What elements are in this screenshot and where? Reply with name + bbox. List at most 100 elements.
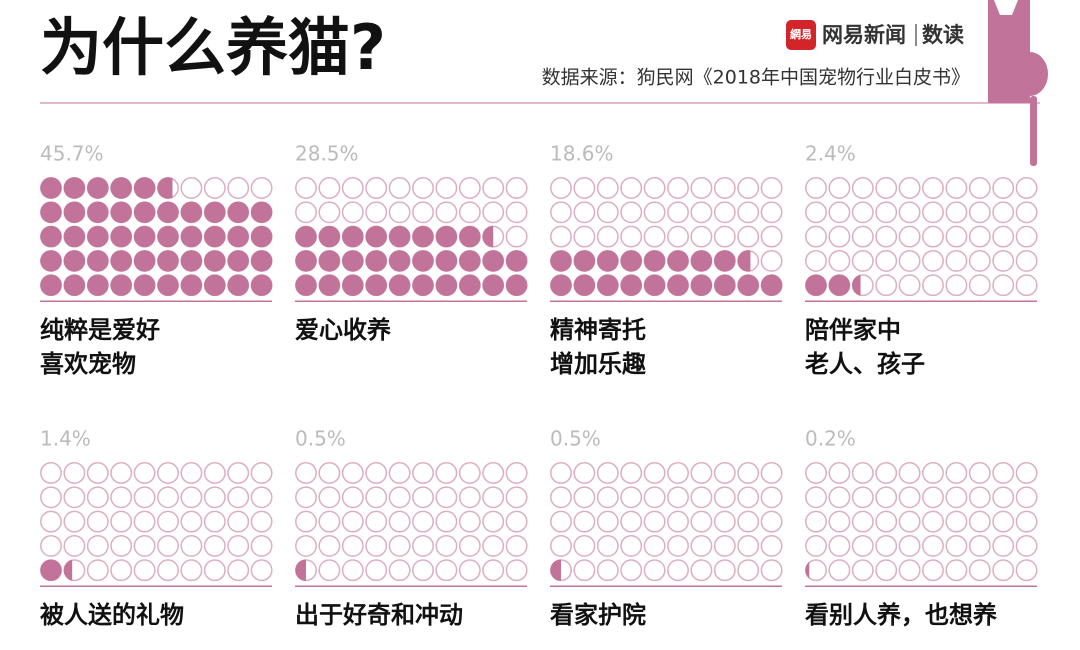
waffle-cell [365,486,388,509]
waffle-cell [157,510,179,533]
waffle-fill [110,201,132,223]
waffle-cell [945,225,968,248]
waffle-cell [805,201,827,224]
waffle-cell [63,510,86,533]
waffle-cell [828,249,851,272]
waffle-cell [1015,177,1038,199]
waffle-fill [133,274,156,296]
waffle-fill [204,250,226,272]
waffle-cell [922,274,944,297]
waffle-cell [341,510,364,533]
waffle-fill [482,274,504,296]
waffle-cell [250,462,273,484]
waffle-fill [133,225,156,248]
waffle-cell [365,177,388,199]
category-label: 精神寄托 [550,316,646,344]
waffle-cell [643,201,666,224]
waffle-cell [458,486,481,509]
waffle-cell [828,225,851,248]
waffle-cell [875,249,898,272]
waffle-cell [482,462,505,484]
waffle-cell [945,274,968,297]
waffle-cell [573,486,596,509]
waffle-cell [596,534,619,557]
waffle-cell [596,510,619,533]
waffle-fill [435,225,458,248]
waffle-cell [40,534,62,557]
waffle-cell [968,510,991,533]
waffle-cell [295,462,317,484]
waffle-fill [620,274,642,296]
waffle-fill [805,274,827,296]
waffle-cell [505,177,528,199]
waffle-cell [482,510,505,533]
waffle-cell [898,225,921,248]
waffle-cell [86,486,109,509]
waffle-cell [180,510,203,533]
waffle-cell [828,462,851,484]
waffle-fill [714,274,736,296]
waffle-cell [596,177,619,199]
waffle-cell [922,201,944,224]
waffle-cell [828,486,851,509]
waffle-fill [435,250,458,272]
cat-decoration [988,0,1048,166]
waffle-cell [805,177,827,199]
waffle-fill [63,250,86,272]
waffle-cell [667,201,689,224]
waffle-cell [922,225,944,248]
waffle-cell [596,201,619,224]
waffle-cell [737,462,760,484]
value-label: 0.2% [805,427,856,451]
waffle-cell [992,249,1015,272]
waffle-cell [992,201,1015,224]
waffle-cell [620,177,643,199]
waffle-cell [1015,486,1038,509]
waffle-cell [713,225,736,248]
waffle-cell [737,225,760,248]
waffle-cell [805,462,827,484]
waffle-cell [851,249,874,272]
waffle-fill [180,225,203,248]
waffle-cell [63,462,86,484]
waffle-cell [86,510,109,533]
waffle-fill [573,250,596,272]
waffle-fill [505,274,528,296]
waffle-cell [482,201,505,224]
waffle-cell [922,510,944,533]
brand-section: 数读 [922,23,964,47]
waffle-cell [550,225,572,248]
waffle-cell [690,559,713,582]
waffle-fill [40,274,62,296]
waffle-cell [180,462,203,484]
waffle-cell [667,510,689,533]
waffle-cell [898,274,921,297]
waffle-cell [435,201,458,224]
waffle-cell [110,462,133,484]
value-label: 28.5% [295,142,359,166]
waffle-cell [250,486,273,509]
waffle-cell [667,534,689,557]
waffle-cell [295,201,317,224]
waffle-fill [63,201,86,223]
waffle-fill [250,201,273,223]
category-label: 出于好奇和冲动 [295,601,463,629]
waffle-fill [550,250,572,272]
waffle-fill [459,274,481,296]
waffle-cell [922,249,944,272]
waffle-cell [318,559,341,582]
waffle-cell [341,177,364,199]
category-label: 爱心收养 [295,316,391,344]
waffle-cell [318,486,341,509]
waffle-cell [341,462,364,484]
waffle-cell [435,177,458,199]
waffle-cell [737,534,760,557]
waffle-fill [597,274,619,296]
waffle-cell [922,462,944,484]
value-label: 45.7% [40,142,104,166]
waffle-fill [87,177,109,199]
waffle-cell [713,559,736,582]
waffle-fill [250,274,273,296]
waffle-cell [875,462,898,484]
